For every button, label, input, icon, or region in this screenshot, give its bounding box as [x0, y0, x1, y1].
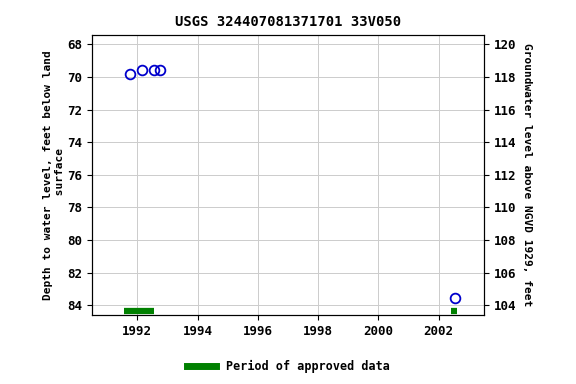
Y-axis label: Groundwater level above NGVD 1929, feet: Groundwater level above NGVD 1929, feet: [522, 43, 532, 306]
Legend: Period of approved data: Period of approved data: [182, 356, 394, 378]
Y-axis label: Depth to water level, feet below land
 surface: Depth to water level, feet below land su…: [43, 50, 65, 300]
Title: USGS 324407081371701 33V050: USGS 324407081371701 33V050: [175, 15, 401, 29]
